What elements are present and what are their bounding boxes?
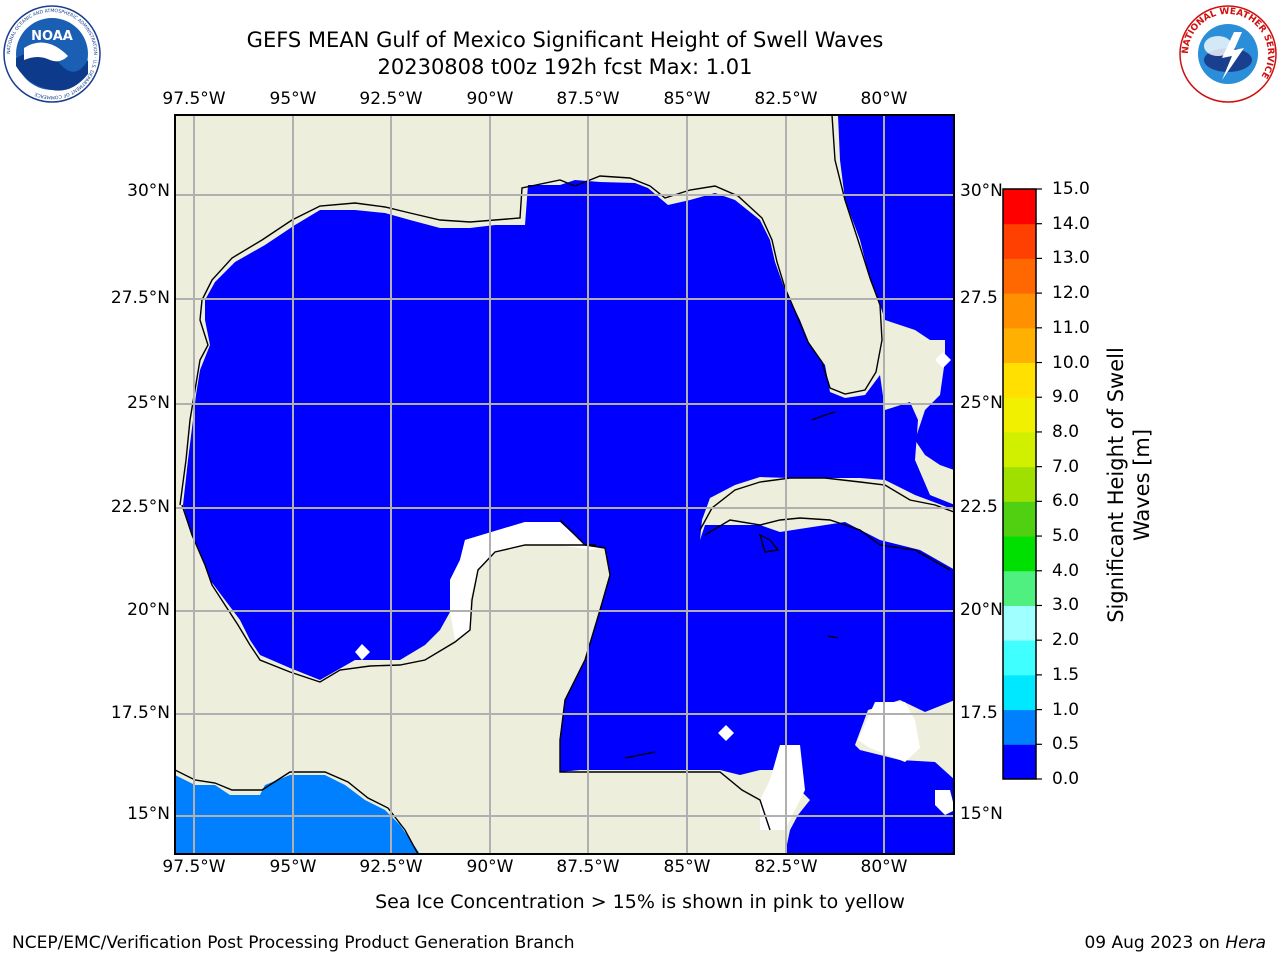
colorbar-label-line2: Waves [m] [1130,428,1154,542]
machine-name: Hera [1225,933,1266,953]
colorbar-tick-label: 2.0 [1052,630,1080,651]
atlantic-water [838,115,954,470]
lon-tick-top: 80°W [860,89,908,109]
lat-tick-left: 20°N [127,600,170,620]
colorbar-tick-label: 1.5 [1052,664,1080,685]
colorbar-segment [1003,501,1036,537]
lat-tick-left: 25°N [127,393,170,413]
colorbar-tick-label: 13.0 [1052,248,1090,269]
lat-tick-right: 22.5 [960,497,998,517]
colorbar-segment [1003,362,1036,398]
lat-tick-right: 17.5 [960,703,998,723]
lat-tick-left: 22.5°N [110,497,170,517]
colorbar-segment [1003,744,1036,780]
map-title: GEFS MEAN Gulf of Mexico Significant Hei… [246,28,884,52]
colorbar-tick-label: 3.0 [1052,595,1080,616]
colorbar-tick-label: 7.0 [1052,456,1080,477]
colorbar-tick-label: 15.0 [1052,179,1090,199]
colorbar-segment [1003,327,1036,364]
lat-tick-left: 30°N [127,181,170,201]
colorbar-tick-label: 10.0 [1052,352,1090,373]
map-subtitle: 20230808 t00z 192h fcst Max: 1.01 [377,55,753,79]
lon-tick-bottom: 87.5°W [556,857,620,877]
colorbar-tick-label: 5.0 [1052,526,1080,547]
colorbar-segment [1003,466,1036,502]
colorbar-tick-label: 0.5 [1052,734,1080,755]
date-credit: 09 Aug 2023 on Hera [1084,933,1266,953]
noaa-logo-text: NOAA [31,29,73,44]
colorbar [1002,188,1042,780]
colorbar-segment [1003,640,1036,676]
colorbar-tick-label: 6.0 [1052,491,1080,512]
colorbar-tick-label: 14.0 [1052,213,1090,234]
pacific-water [175,775,420,854]
lat-tick-left: 17.5°N [110,703,170,723]
colorbar-segment [1003,431,1036,468]
lon-tick-top: 97.5°W [162,89,226,109]
lon-tick-top: 82.5°W [754,89,818,109]
lat-tick-right: 30°N [960,181,1003,201]
org-credit: NCEP/EMC/Verification Post Processing Pr… [12,933,575,953]
lon-tick-top: 92.5°W [359,89,423,109]
lat-tick-left: 27.5°N [110,288,170,308]
coastlines [175,115,954,854]
lon-tick-bottom: 95°W [269,857,317,877]
colorbar-tick-label: 1.0 [1052,699,1080,720]
no-data-patches [355,352,954,830]
sea-ice-note: Sea Ice Concentration > 15% is shown in … [0,891,1280,913]
map-frame [174,114,955,855]
lon-tick-bottom: 82.5°W [754,857,818,877]
date-text: 09 Aug 2023 on [1084,933,1226,953]
colorbar-segment [1003,605,1036,641]
lon-tick-top: 95°W [269,89,317,109]
colorbar-tick-label: 0.0 [1052,769,1080,789]
lon-tick-top: 87.5°W [556,89,620,109]
gridlines [175,115,954,854]
colorbar-segment [1003,223,1036,259]
lon-tick-top: 85°W [663,89,711,109]
lat-tick-right: 20°N [960,600,1003,620]
colorbar-segment [1003,536,1036,572]
lon-tick-bottom: 90°W [466,857,514,877]
lat-tick-right: 27.5 [960,288,998,308]
colorbar-label-line1: Significant Height of Swell [1104,347,1128,623]
colorbar-segment [1003,293,1036,329]
lon-tick-top: 90°W [466,89,514,109]
colorbar-segment [1003,258,1036,294]
colorbar-tick-label: 12.0 [1052,283,1090,304]
nws-logo: NATIONAL WEATHER SERVICE [1179,5,1277,103]
colorbar-segment [1003,709,1036,745]
gulf-water [183,180,954,854]
lat-tick-right: 25°N [960,393,1003,413]
lon-tick-bottom: 97.5°W [162,857,226,877]
colorbar-frame [1002,188,1037,780]
colorbar-segment [1003,674,1036,711]
colorbar-segment [1003,570,1036,606]
lat-tick-right: 15°N [960,804,1003,824]
colorbar-label: Significant Height of Swell Waves [m] [1103,347,1155,623]
sea-ice-note-text: Sea Ice Concentration > 15% is shown in … [375,891,905,913]
lon-tick-bottom: 80°W [860,857,908,877]
lon-tick-bottom: 92.5°W [359,857,423,877]
noaa-logo: NOAA NATIONAL OCEANIC AND ATMOSPHERIC AD… [3,5,101,103]
colorbar-segment [1003,189,1036,225]
lat-tick-left: 15°N [127,804,170,824]
colorbar-tick-label: 11.0 [1052,317,1090,338]
colorbar-tick-label: 9.0 [1052,387,1080,408]
lon-tick-bottom: 85°W [663,857,711,877]
colorbar-segment [1003,397,1036,433]
colorbar-tick-label: 4.0 [1052,560,1080,581]
colorbar-tick-label: 8.0 [1052,421,1080,442]
